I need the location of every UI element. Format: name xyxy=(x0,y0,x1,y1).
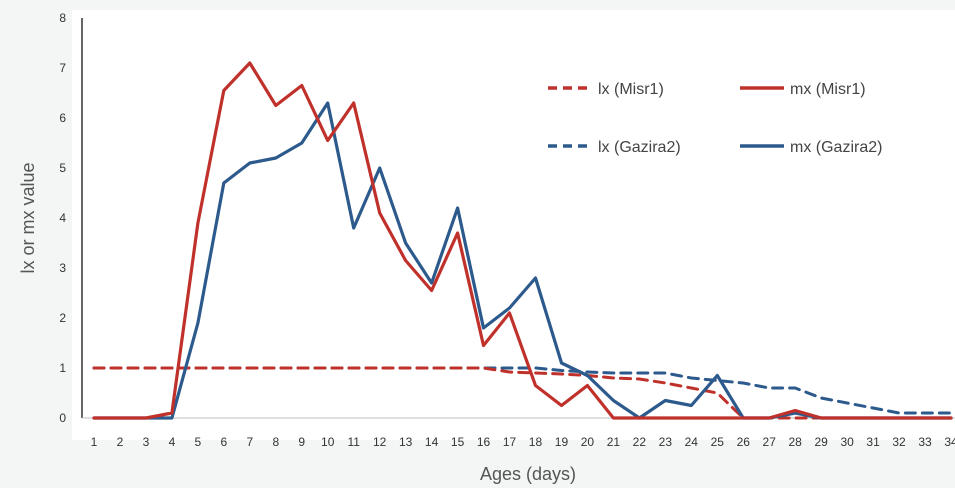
x-tick-label: 34 xyxy=(944,435,955,449)
x-tick-label: 11 xyxy=(347,435,360,449)
series-line-mx-misr1- xyxy=(92,61,953,420)
x-tick-label: 25 xyxy=(711,435,725,449)
x-tick-label: 14 xyxy=(425,435,439,449)
x-tick-label: 16 xyxy=(477,435,491,449)
x-tick-label: 12 xyxy=(373,435,387,449)
x-tick-label: 26 xyxy=(737,435,751,449)
y-tick-label: 8 xyxy=(59,11,66,25)
y-tick-label: 3 xyxy=(59,261,66,275)
x-tick-label: 6 xyxy=(221,435,228,449)
x-tick-label: 28 xyxy=(789,435,803,449)
legend-label: mx (Gazira2) xyxy=(790,139,882,156)
x-tick-label: 29 xyxy=(814,435,828,449)
x-tick-label: 4 xyxy=(169,435,176,449)
x-tick-label: 2 xyxy=(117,435,124,449)
x-tick-label: 20 xyxy=(581,435,595,449)
x-tick-label: 1 xyxy=(91,435,98,449)
x-tick-label: 21 xyxy=(607,435,621,449)
x-tick-label: 10 xyxy=(321,435,335,449)
y-axis-title: lx or mx value xyxy=(18,162,38,273)
y-tick-label: 0 xyxy=(59,411,66,425)
y-tick-label: 6 xyxy=(59,111,66,125)
x-tick-label: 31 xyxy=(866,435,880,449)
x-tick-label: 3 xyxy=(143,435,150,449)
legend-label: lx (Misr1) xyxy=(598,81,664,98)
legend-label: lx (Gazira2) xyxy=(598,139,681,156)
plot-background xyxy=(72,10,955,440)
y-tick-label: 4 xyxy=(59,211,66,225)
x-tick-label: 30 xyxy=(840,435,854,449)
x-tick-label: 24 xyxy=(685,435,699,449)
x-axis-title: Ages (days) xyxy=(480,464,576,484)
x-tick-label: 7 xyxy=(246,435,253,449)
series-line-lx-misr1- xyxy=(92,366,953,420)
x-tick-label: 22 xyxy=(633,435,647,449)
x-tick-label: 13 xyxy=(399,435,413,449)
x-tick-label: 33 xyxy=(918,435,932,449)
x-tick-label: 18 xyxy=(529,435,543,449)
x-tick-label: 5 xyxy=(195,435,202,449)
x-tick-label: 23 xyxy=(659,435,673,449)
y-tick-label: 7 xyxy=(59,61,66,75)
x-tick-label: 15 xyxy=(451,435,465,449)
y-tick-label: 2 xyxy=(59,311,66,325)
x-tick-label: 19 xyxy=(555,435,569,449)
legend-label: mx (Misr1) xyxy=(790,81,866,98)
x-tick-label: 27 xyxy=(763,435,777,449)
x-tick-label: 9 xyxy=(298,435,305,449)
x-tick-label: 32 xyxy=(892,435,906,449)
y-tick-label: 5 xyxy=(59,161,66,175)
y-tick-label: 1 xyxy=(59,361,66,375)
x-tick-label: 17 xyxy=(503,435,517,449)
x-tick-label: 8 xyxy=(272,435,279,449)
